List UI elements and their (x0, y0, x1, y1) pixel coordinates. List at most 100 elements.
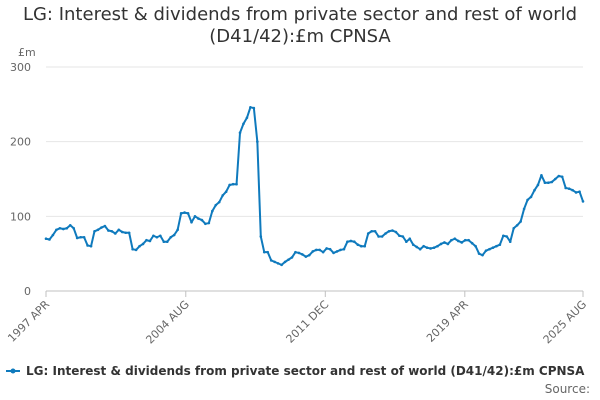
data-point[interactable] (224, 190, 228, 193)
data-point[interactable] (172, 233, 176, 237)
data-point[interactable] (141, 242, 145, 246)
data-point[interactable] (574, 191, 578, 194)
data-point[interactable] (353, 240, 356, 244)
data-point[interactable] (332, 251, 335, 255)
data-point[interactable] (359, 244, 363, 248)
data-point[interactable] (86, 244, 89, 247)
data-point[interactable] (526, 198, 529, 202)
data-point[interactable] (103, 224, 107, 228)
data-point[interactable] (522, 207, 526, 211)
data-point[interactable] (169, 235, 173, 239)
data-point[interactable] (432, 246, 436, 249)
data-point[interactable] (571, 188, 574, 192)
data-point[interactable] (481, 253, 484, 257)
data-point[interactable] (328, 247, 332, 251)
data-point[interactable] (155, 235, 159, 239)
data-point[interactable] (165, 240, 169, 244)
data-point[interactable] (131, 247, 134, 251)
data-point[interactable] (287, 258, 290, 261)
data-point[interactable] (117, 228, 121, 232)
data-point[interactable] (477, 252, 481, 255)
data-point[interactable] (443, 241, 446, 244)
data-point[interactable] (308, 253, 311, 257)
data-point[interactable] (488, 247, 491, 251)
data-point[interactable] (96, 228, 100, 232)
data-point[interactable] (179, 212, 183, 215)
data-point[interactable] (134, 248, 138, 252)
data-point[interactable] (159, 234, 162, 238)
data-point[interactable] (266, 250, 270, 254)
data-point[interactable] (456, 239, 460, 243)
data-point[interactable] (280, 263, 283, 267)
data-point[interactable] (221, 194, 224, 197)
data-point[interactable] (398, 234, 401, 238)
data-point[interactable] (401, 235, 405, 238)
data-point[interactable] (429, 247, 432, 250)
data-point[interactable] (197, 217, 200, 220)
data-point[interactable] (394, 230, 398, 234)
data-point[interactable] (276, 262, 280, 265)
data-point[interactable] (498, 243, 502, 247)
data-point[interactable] (470, 241, 474, 245)
data-point[interactable] (75, 236, 79, 240)
data-point[interactable] (262, 250, 266, 254)
data-point[interactable] (79, 235, 82, 239)
data-point[interactable] (48, 238, 51, 241)
data-point[interactable] (100, 226, 103, 229)
data-point[interactable] (93, 229, 96, 233)
data-point[interactable] (228, 183, 231, 187)
data-point[interactable] (543, 181, 547, 185)
data-point[interactable] (446, 242, 450, 246)
data-point[interactable] (536, 183, 540, 187)
data-point[interactable] (62, 227, 65, 231)
data-point[interactable] (183, 211, 186, 214)
data-point[interactable] (110, 229, 114, 233)
data-point[interactable] (325, 247, 328, 250)
data-point[interactable] (321, 250, 325, 254)
data-point[interactable] (145, 238, 148, 242)
data-point[interactable] (82, 235, 86, 239)
data-point[interactable] (346, 240, 349, 244)
data-point[interactable] (519, 220, 522, 223)
data-point[interactable] (314, 248, 318, 252)
data-point[interactable] (186, 212, 190, 215)
data-point[interactable] (557, 174, 561, 178)
data-point[interactable] (311, 250, 315, 253)
data-point[interactable] (242, 122, 245, 126)
data-point[interactable] (463, 238, 467, 242)
data-point[interactable] (533, 188, 536, 192)
data-point[interactable] (207, 221, 211, 225)
data-point[interactable] (245, 116, 249, 120)
data-point[interactable] (152, 234, 155, 238)
data-point[interactable] (560, 175, 564, 179)
data-point[interactable] (384, 232, 387, 235)
data-point[interactable] (366, 232, 370, 235)
data-point[interactable] (391, 229, 394, 232)
data-point[interactable] (113, 232, 117, 235)
data-point[interactable] (127, 231, 131, 235)
data-point[interactable] (120, 230, 124, 234)
data-point[interactable] (252, 106, 256, 110)
data-point[interactable] (58, 226, 62, 230)
data-point[interactable] (283, 260, 287, 264)
data-point[interactable] (515, 223, 519, 227)
data-point[interactable] (231, 182, 235, 186)
data-point[interactable] (491, 246, 495, 249)
data-point[interactable] (235, 182, 238, 186)
data-point[interactable] (211, 209, 214, 213)
data-point[interactable] (269, 259, 273, 262)
data-point[interactable] (505, 235, 509, 238)
data-point[interactable] (342, 247, 346, 251)
data-point[interactable] (162, 240, 166, 244)
data-point[interactable] (304, 255, 308, 258)
data-point[interactable] (502, 234, 505, 238)
data-point[interactable] (467, 238, 470, 242)
data-point[interactable] (553, 177, 557, 181)
data-point[interactable] (373, 229, 377, 233)
data-point[interactable] (124, 231, 127, 235)
data-point[interactable] (567, 187, 571, 191)
data-point[interactable] (249, 106, 252, 109)
data-point[interactable] (339, 248, 342, 252)
data-point[interactable] (318, 248, 322, 252)
data-point[interactable] (422, 244, 425, 248)
